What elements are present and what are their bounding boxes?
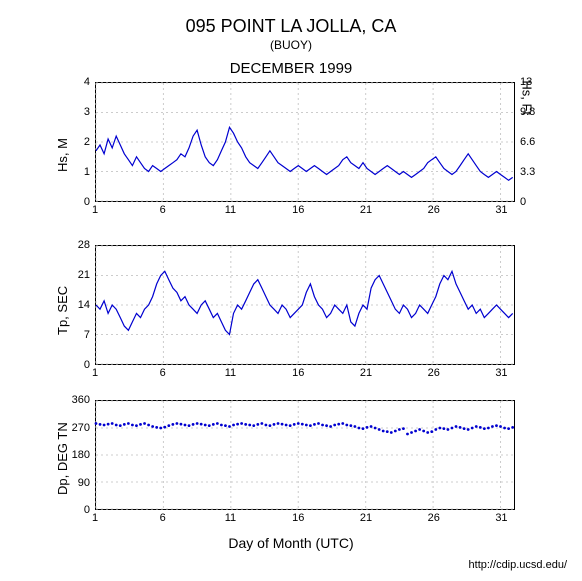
dp-panel	[95, 400, 515, 510]
tick-label: 21	[356, 512, 376, 524]
tick-label: 14	[60, 299, 90, 311]
tick-label: 3.3	[520, 166, 550, 178]
tick-label: 9.8	[520, 106, 550, 118]
main-title: 095 POINT LA JOLLA, CA	[0, 16, 582, 37]
period-title: DECEMBER 1999	[0, 60, 582, 77]
tick-label: 1	[60, 166, 90, 178]
tick-label: 180	[60, 449, 90, 461]
sub-title: (BUOY)	[0, 38, 582, 52]
tick-label: 31	[491, 367, 511, 379]
tp-panel	[95, 245, 515, 365]
tick-label: 3	[60, 106, 90, 118]
tick-label: 6	[153, 204, 173, 216]
tick-label: 6	[153, 367, 173, 379]
tick-label: 31	[491, 204, 511, 216]
tick-label: 26	[424, 204, 444, 216]
tick-label: 16	[288, 204, 308, 216]
tick-label: 1	[85, 367, 105, 379]
tick-label: 16	[288, 367, 308, 379]
tick-label: 28	[60, 239, 90, 251]
hs-panel	[95, 82, 515, 202]
chart-page: { "titles": { "main": "095 POINT LA JOLL…	[0, 0, 582, 581]
tick-label: 90	[60, 477, 90, 489]
tick-label: 11	[220, 204, 240, 216]
tick-label: 21	[60, 269, 90, 281]
dp-plot	[96, 401, 514, 509]
tick-label: 13	[520, 76, 550, 88]
tick-label: 0	[520, 196, 550, 208]
tick-label: 31	[491, 512, 511, 524]
tick-label: 6	[153, 512, 173, 524]
tp-plot	[96, 246, 514, 364]
tick-label: 1	[85, 512, 105, 524]
tick-label: 16	[288, 512, 308, 524]
tick-label: 6.6	[520, 136, 550, 148]
tick-label: 2	[60, 136, 90, 148]
hs-plot	[96, 83, 514, 201]
credit-text: http://cdip.ucsd.edu/	[469, 559, 567, 571]
tick-label: 26	[424, 512, 444, 524]
tick-label: 270	[60, 422, 90, 434]
tick-label: 26	[424, 367, 444, 379]
tick-label: 360	[60, 394, 90, 406]
tick-label: 7	[60, 329, 90, 341]
x-axis-label: Day of Month (UTC)	[0, 535, 582, 551]
tick-label: 11	[220, 367, 240, 379]
tick-label: 21	[356, 204, 376, 216]
tick-label: 21	[356, 367, 376, 379]
tick-label: 1	[85, 204, 105, 216]
tick-label: 4	[60, 76, 90, 88]
tick-label: 11	[220, 512, 240, 524]
